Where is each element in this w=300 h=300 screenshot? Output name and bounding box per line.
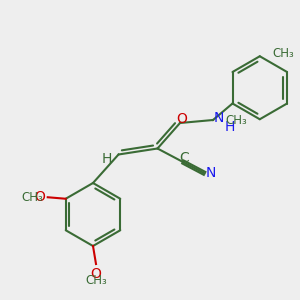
- Text: O: O: [176, 112, 187, 126]
- Text: CH₃: CH₃: [85, 274, 107, 287]
- Text: H: H: [102, 152, 112, 166]
- Text: CH₃: CH₃: [22, 191, 44, 204]
- Text: O: O: [35, 190, 46, 204]
- Text: N: N: [214, 112, 224, 125]
- Text: CH₃: CH₃: [225, 114, 247, 127]
- Text: CH₃: CH₃: [272, 47, 294, 60]
- Text: O: O: [91, 267, 101, 281]
- Text: N: N: [206, 167, 217, 180]
- Text: C: C: [180, 152, 189, 165]
- Text: H: H: [224, 120, 235, 134]
